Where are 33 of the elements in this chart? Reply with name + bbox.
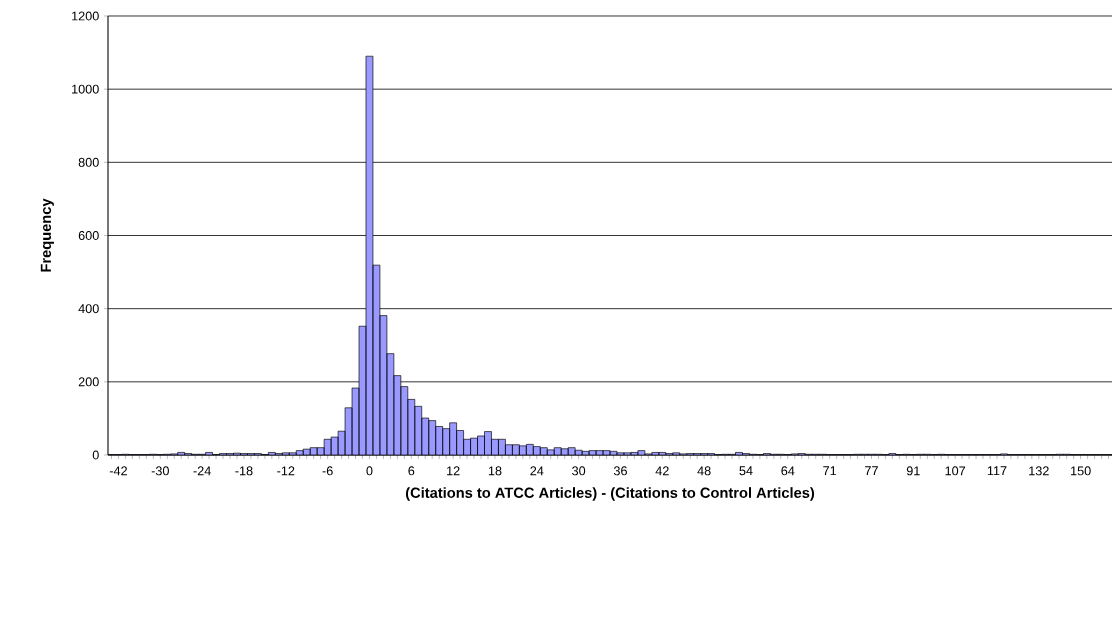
x-tick-label: 71: [823, 466, 837, 476]
x-tick-label: 77: [865, 466, 878, 476]
x-tick-label: -18: [235, 466, 253, 476]
x-tick-label: -6: [322, 466, 333, 476]
x-tick-label: 150: [1071, 466, 1091, 476]
x-tick-label: 132: [1029, 466, 1049, 476]
y-tick-label: 1000: [72, 84, 99, 94]
x-tick-label: 91: [906, 466, 920, 476]
x-tick-label: -24: [193, 466, 211, 476]
x-tick-label: 12: [447, 466, 460, 476]
x-tick-label: 18: [488, 466, 502, 476]
x-tick-label: -12: [277, 466, 295, 476]
x-tick-label: 24: [530, 466, 544, 476]
x-tick-label: 117: [987, 466, 1007, 476]
y-tick-label: 1200: [72, 11, 99, 21]
x-tick-label: 6: [408, 466, 415, 476]
x-tick-label: -42: [109, 466, 127, 476]
x-axis-title: (Citations to ATCC Articles) - (Citations to Control Articles): [405, 487, 815, 501]
y-axis-title: Frequency: [40, 198, 54, 272]
x-tick-label: 107: [945, 466, 966, 476]
x-tick-label: 64: [781, 466, 795, 476]
y-tick-label: 0: [92, 450, 99, 460]
x-tick-label: 36: [613, 466, 627, 476]
x-tick-label: 42: [655, 466, 669, 476]
y-tick-label: 400: [78, 304, 99, 314]
x-tick-label: 0: [366, 466, 373, 476]
y-tick-label: 600: [78, 231, 99, 240]
x-tick-label: 54: [739, 466, 753, 476]
x-tick-label: 30: [572, 466, 586, 476]
x-tick-label: -30: [151, 466, 169, 476]
y-tick-label: 200: [78, 377, 99, 387]
y-tick-label: 800: [78, 157, 99, 167]
x-tick-label: 48: [697, 466, 711, 476]
